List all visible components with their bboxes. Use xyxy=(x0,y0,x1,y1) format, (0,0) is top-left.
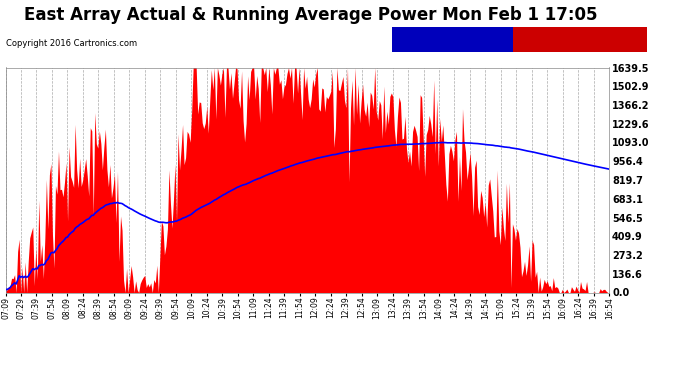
Text: East Array  (DC Watts): East Array (DC Watts) xyxy=(523,35,637,44)
Text: Average  (DC Watts): Average (DC Watts) xyxy=(401,35,504,44)
Text: East Array Actual & Running Average Power Mon Feb 1 17:05: East Array Actual & Running Average Powe… xyxy=(23,6,598,24)
Text: Copyright 2016 Cartronics.com: Copyright 2016 Cartronics.com xyxy=(6,39,137,48)
